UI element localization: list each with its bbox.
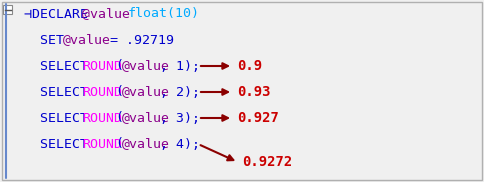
Text: ROUND: ROUND (82, 137, 122, 151)
Text: SELECT: SELECT (24, 86, 96, 98)
Text: 0.93: 0.93 (237, 85, 271, 99)
Text: = .92719: = .92719 (102, 33, 174, 46)
Text: @value: @value (121, 112, 169, 124)
Text: , 2);: , 2); (161, 86, 200, 98)
Text: , 1);: , 1); (161, 60, 200, 72)
Text: 0.9272: 0.9272 (242, 155, 292, 169)
Text: @value: @value (121, 86, 169, 98)
Text: 0.927: 0.927 (237, 111, 279, 125)
Text: (: ( (115, 60, 123, 72)
Text: , 4);: , 4); (161, 137, 200, 151)
Text: SELECT: SELECT (24, 60, 96, 72)
Text: (: ( (115, 112, 123, 124)
Text: (: ( (115, 86, 123, 98)
Text: @value: @value (63, 33, 111, 46)
Text: SELECT: SELECT (24, 112, 96, 124)
Bar (3, 5, 12, 14)
Text: (: ( (115, 137, 123, 151)
Text: SET: SET (24, 33, 72, 46)
Text: @value: @value (82, 7, 138, 21)
Text: @value: @value (121, 137, 169, 151)
Text: 0.9: 0.9 (237, 59, 262, 73)
Text: ROUND: ROUND (82, 86, 122, 98)
Text: ⊣DECLARE: ⊣DECLARE (24, 7, 96, 21)
Text: ROUND: ROUND (82, 112, 122, 124)
Text: SELECT: SELECT (24, 137, 96, 151)
Text: ROUND: ROUND (82, 60, 122, 72)
Text: @value: @value (121, 60, 169, 72)
Text: , 3);: , 3); (161, 112, 200, 124)
Text: float(10): float(10) (128, 7, 200, 21)
